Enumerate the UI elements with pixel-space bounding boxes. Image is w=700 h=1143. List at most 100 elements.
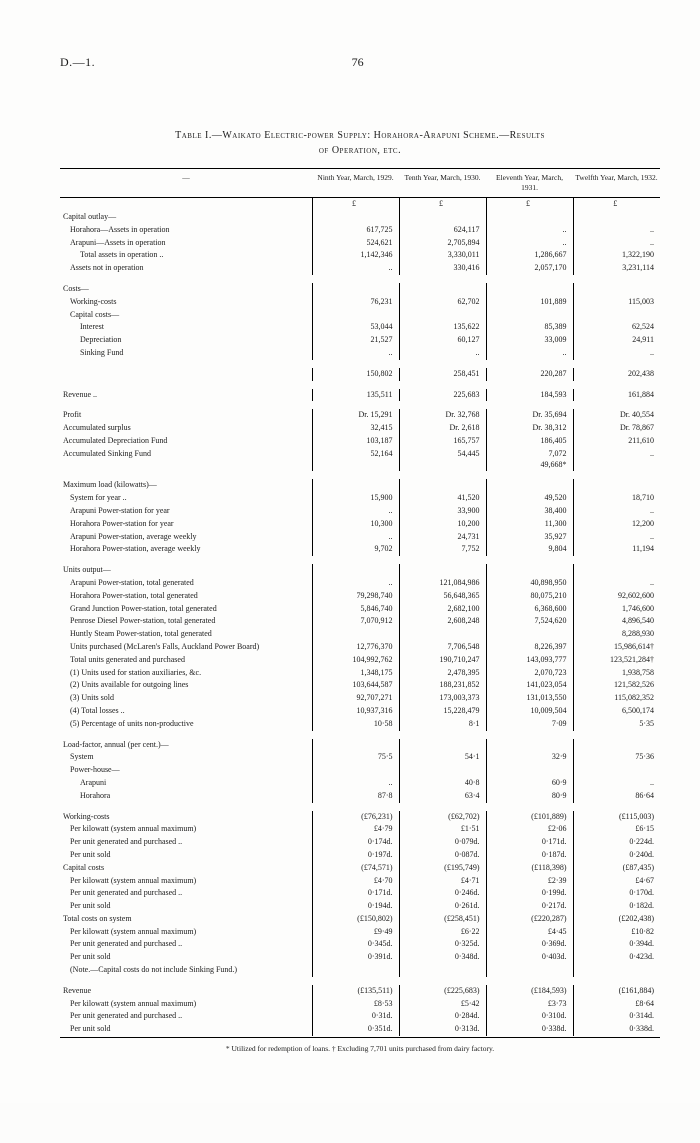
cell: .. <box>312 777 399 790</box>
table-row: Grand Junction Power-station, total gene… <box>60 603 660 616</box>
cell <box>399 211 486 224</box>
cell: 0·174d. <box>312 836 399 849</box>
cell: 0·224d. <box>573 836 660 849</box>
table-row: Sinking Fund........ <box>60 347 660 360</box>
cell: 0·199d. <box>486 887 573 900</box>
cell: 150,802 <box>312 368 399 381</box>
currency-symbol: £ <box>573 198 660 211</box>
table-row: System for year ..15,90041,52049,52018,7… <box>60 492 660 505</box>
cell: 0·403d. <box>486 951 573 964</box>
row-label: Per kilowatt (system annual maximum) <box>60 823 312 836</box>
cell: 103,644,587 <box>312 679 399 692</box>
cell: 103,187 <box>312 435 399 448</box>
cell: (£101,889) <box>486 811 573 824</box>
cell: (£220,287) <box>486 913 573 926</box>
row-label: Total assets in operation .. <box>60 249 312 262</box>
cell: 0·246d. <box>399 887 486 900</box>
row-label: (3) Units sold <box>60 692 312 705</box>
table-row: Costs— <box>60 283 660 296</box>
row-label: Per unit sold <box>60 849 312 862</box>
cell: 330,416 <box>399 262 486 275</box>
cell <box>573 211 660 224</box>
table-row: Units purchased (McLaren's Falls, Auckla… <box>60 641 660 654</box>
cell: 0·079d. <box>399 836 486 849</box>
row-label: Per kilowatt (system annual maximum) <box>60 875 312 888</box>
row-label: (Note.—Capital costs do not include Sink… <box>60 964 312 977</box>
cell: 617,725 <box>312 224 399 237</box>
cell: .. <box>573 577 660 590</box>
cell: .. <box>573 347 660 360</box>
table-row: Horahora Power-station for year10,30010,… <box>60 518 660 531</box>
cell: (£74,571) <box>312 862 399 875</box>
cell: 5,846,740 <box>312 603 399 616</box>
cell: 165,757 <box>399 435 486 448</box>
cell: 7,070,912 <box>312 615 399 628</box>
row-label: Maximum load (kilowatts)— <box>60 479 312 492</box>
table-row: Total assets in operation ..1,142,3463,3… <box>60 249 660 262</box>
cell: 7,752 <box>399 543 486 556</box>
page: D.—1. 76 Table I.—Waikato Electric-power… <box>0 0 700 1103</box>
col-year-2: Tenth Year, March, 1930. <box>399 169 486 198</box>
cell: 60,127 <box>399 334 486 347</box>
row-label: Total costs on system <box>60 913 312 926</box>
col-year-4: Twelfth Year, March, 1932. <box>573 169 660 198</box>
table-row: Per unit generated and purchased ..0·345… <box>60 938 660 951</box>
cell: 0·394d. <box>573 938 660 951</box>
cell: .. <box>573 505 660 518</box>
col-year-3: Eleventh Year, March, 1931. <box>486 169 573 198</box>
table-row: Per unit sold0·391d.0·348d.0·403d.0·423d… <box>60 951 660 964</box>
cell: .. <box>573 224 660 237</box>
cell: £2·06 <box>486 823 573 836</box>
cell: 0·087d. <box>399 849 486 862</box>
row-label: Per unit generated and purchased .. <box>60 938 312 951</box>
cell: 524,621 <box>312 237 399 250</box>
cell: 49,520 <box>486 492 573 505</box>
cell: 11,194 <box>573 543 660 556</box>
cell: 161,884 <box>573 389 660 402</box>
row-label: Arapuni—Assets in operation <box>60 237 312 250</box>
row-label: Per unit generated and purchased .. <box>60 836 312 849</box>
cell: 1,286,667 <box>486 249 573 262</box>
cell: (£184,593) <box>486 985 573 998</box>
table-row: (2) Units available for outgoing lines10… <box>60 679 660 692</box>
cell: .. <box>573 448 660 472</box>
cell: 0·325d. <box>399 938 486 951</box>
table-row <box>60 556 660 564</box>
row-label: Accumulated Depreciation Fund <box>60 435 312 448</box>
cell: (£115,003) <box>573 811 660 824</box>
row-label: Arapuni Power-station, average weekly <box>60 531 312 544</box>
cell: 258,451 <box>399 368 486 381</box>
cell: 7,524,620 <box>486 615 573 628</box>
table-row: Horahora Power-station, average weekly9,… <box>60 543 660 556</box>
table-row <box>60 977 660 985</box>
table-row: Capital costs(£74,571)(£195,749)(£118,39… <box>60 862 660 875</box>
cell: 18,710 <box>573 492 660 505</box>
table-title-line2: of Operation, etc. <box>60 145 660 156</box>
row-label: Accumulated surplus <box>60 422 312 435</box>
cell: 190,710,247 <box>399 654 486 667</box>
cell <box>399 564 486 577</box>
cell <box>399 309 486 322</box>
table-title-line1: Table I.—Waikato Electric-power Supply: … <box>60 130 660 141</box>
row-label: Grand Junction Power-station, total gene… <box>60 603 312 616</box>
table-row: Arapuni..40·860·9.. <box>60 777 660 790</box>
col-year-1: Ninth Year, March, 1929. <box>312 169 399 198</box>
table-row: Horahora Power-station, total generated7… <box>60 590 660 603</box>
cell: Dr. 35,694 <box>486 409 573 422</box>
cell: 33,009 <box>486 334 573 347</box>
table-row: Revenue ..135,511225,683184,593161,884 <box>60 389 660 402</box>
row-label: Per unit sold <box>60 900 312 913</box>
row-label: Horahora—Assets in operation <box>60 224 312 237</box>
row-label: (2) Units available for outgoing lines <box>60 679 312 692</box>
table-row: Revenue(£135,511)(£225,683)(£184,593)(£1… <box>60 985 660 998</box>
row-label <box>60 368 312 381</box>
cell: 9,804 <box>486 543 573 556</box>
currency-symbol: £ <box>312 198 399 211</box>
cell: 0·391d. <box>312 951 399 964</box>
cell <box>486 964 573 977</box>
row-label: Arapuni Power-station, total generated <box>60 577 312 590</box>
cell: 186,405 <box>486 435 573 448</box>
table-row: (4) Total losses ..10,937,31615,228,4791… <box>60 705 660 718</box>
cell: 24,731 <box>399 531 486 544</box>
cell: 6,368,600 <box>486 603 573 616</box>
